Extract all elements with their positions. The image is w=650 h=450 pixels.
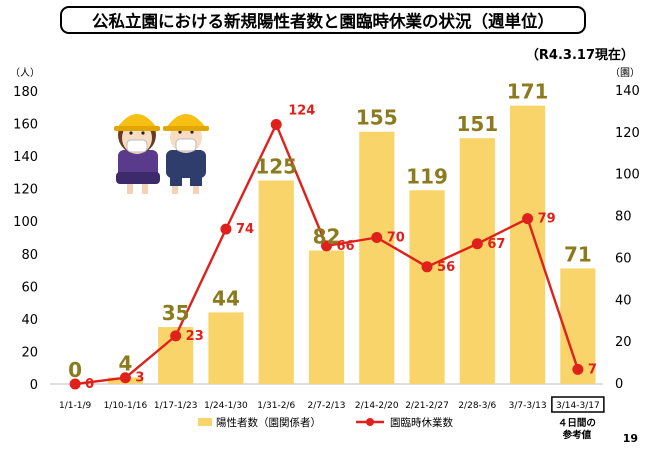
x-tick-label: 2/7-2/13 — [308, 401, 346, 411]
children-hardhat-illustration — [114, 114, 209, 194]
y-left-tick-label: 20 — [21, 345, 38, 360]
y-right-unit-label: （園） — [610, 67, 640, 79]
line-marker — [170, 330, 182, 342]
y-left-tick-label: 100 — [13, 215, 38, 230]
x-tick-label: 1/31-2/6 — [257, 401, 295, 411]
y-right-tick-label: 20 — [615, 335, 632, 350]
bar — [509, 105, 546, 385]
line-value-label: 3 — [135, 371, 144, 386]
page-number: 19 — [622, 432, 638, 445]
bar-value-label: 119 — [406, 164, 448, 188]
x-tick-label: 2/21-2/27 — [405, 401, 449, 411]
x-tick-label: 1/17-1/23 — [154, 401, 198, 411]
bar-value-label: 71 — [564, 242, 592, 266]
bar — [208, 312, 244, 384]
line-marker — [471, 238, 483, 250]
legend-bar-label: 陽性者数（園関係者） — [216, 416, 321, 429]
bar-value-label: 125 — [255, 155, 297, 179]
highlight-box — [551, 396, 605, 413]
y-right-tick-label: 80 — [615, 210, 632, 225]
line-value-label: 0 — [85, 377, 94, 392]
y-right-tick-label: 40 — [615, 293, 632, 308]
child-girl-icon — [114, 114, 160, 194]
y-right-tick-label: 140 — [615, 84, 640, 99]
x-tick-label: 1/10-1/16 — [104, 401, 148, 411]
bar-value-label: 171 — [507, 80, 549, 104]
bar — [308, 250, 345, 384]
line-marker — [371, 232, 383, 243]
chart-title: 公私立園における新規陽性者数と園臨時休業の状況（週単位） — [60, 6, 586, 34]
x-tick-label: 1/1-1/9 — [59, 401, 91, 411]
line-marker — [69, 378, 81, 390]
highlight-note-label: 参考値 — [562, 429, 592, 441]
y-left-tick-label: 60 — [21, 280, 38, 295]
y-right-tick-label: 120 — [615, 126, 640, 141]
highlight-note-label: ４日間の — [558, 417, 596, 429]
x-tick-label: 3/14-3/17 — [556, 401, 600, 411]
y-right-tick-label: 60 — [615, 251, 632, 266]
bar-value-label: 155 — [356, 106, 398, 130]
line-marker — [119, 372, 131, 384]
line-value-label: 56 — [437, 260, 455, 275]
bar-value-label: 151 — [456, 112, 498, 136]
line-marker — [522, 213, 534, 225]
line-marker — [321, 240, 332, 252]
as-of-date: （R4.3.17現在） — [525, 48, 634, 63]
bar — [258, 180, 294, 384]
bar-value-label: 82 — [313, 225, 341, 249]
x-tick-label: 3/7-3/13 — [509, 401, 547, 411]
y-right-tick-label: 0 — [615, 377, 623, 392]
line-value-label: 66 — [337, 239, 355, 254]
y-left-tick-label: 180 — [13, 85, 38, 100]
line-value-label: 124 — [288, 103, 315, 118]
line-value-label: 79 — [538, 212, 556, 227]
line-value-label: 23 — [186, 329, 204, 344]
line-value-label: 74 — [236, 222, 254, 237]
line-marker — [270, 118, 282, 130]
bar-value-label: 4 — [118, 351, 132, 375]
x-tick-label: 1/24-1/30 — [204, 401, 248, 411]
bar — [409, 190, 445, 384]
legend-line-marker — [366, 418, 374, 426]
y-left-tick-label: 160 — [13, 118, 38, 133]
line-value-label: 67 — [487, 237, 505, 252]
line-value-label: 70 — [387, 231, 405, 246]
bar — [459, 138, 495, 384]
y-left-tick-label: 0 — [30, 378, 38, 393]
legend-line-label: 園臨時休業数 — [390, 416, 453, 429]
line-marker — [220, 223, 232, 235]
y-left-tick-label: 40 — [21, 313, 38, 328]
legend-bar-swatch — [198, 418, 212, 426]
x-tick-label: 2/14-2/20 — [355, 401, 399, 411]
y-left-unit-label: （人） — [10, 67, 40, 79]
line-value-label: 7 — [588, 362, 597, 377]
y-right-tick-label: 100 — [615, 168, 640, 183]
y-left-tick-label: 80 — [21, 248, 38, 263]
y-left-tick-label: 140 — [13, 150, 38, 165]
x-tick-label: 2/28-3/6 — [458, 401, 496, 411]
child-boy-icon — [163, 114, 209, 194]
bar-value-label: 35 — [162, 301, 190, 325]
line-marker — [421, 261, 433, 273]
y-left-tick-label: 120 — [13, 183, 38, 198]
bar-value-label: 44 — [212, 286, 240, 310]
bar-value-label: 0 — [68, 358, 82, 382]
bar — [359, 131, 395, 384]
line-marker — [572, 363, 584, 375]
